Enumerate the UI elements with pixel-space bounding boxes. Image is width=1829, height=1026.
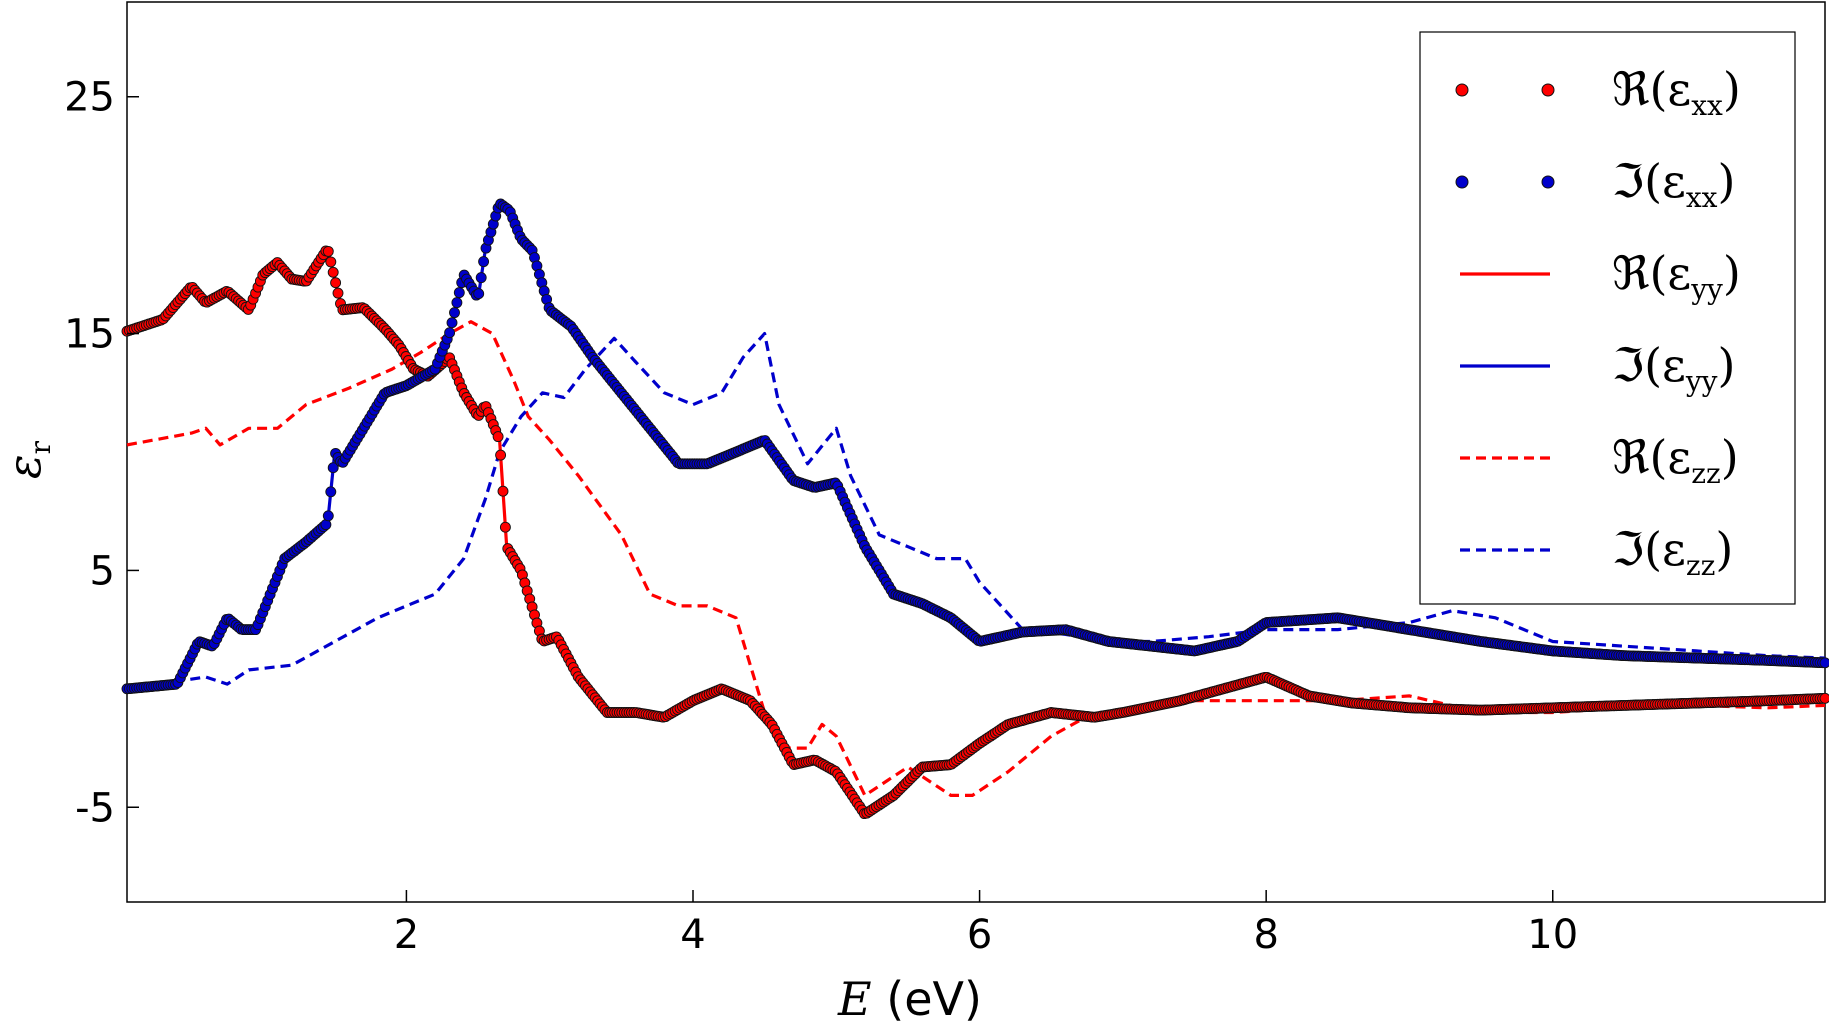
legend-label-main: ℜ(ε (1612, 62, 1691, 116)
legend: ℜ(εxx)ℑ(εxx)ℜ(εyy)ℑ(εyy)ℜ(εzz)ℑ(εzz) (1419, 31, 1796, 605)
legend-marker (1541, 175, 1555, 189)
legend-label-main: ℑ(ε (1612, 338, 1686, 392)
legend-box (1419, 31, 1796, 605)
legend-label-sub: xx (1686, 181, 1718, 214)
legend-entries: ℜ(εxx)ℑ(εxx)ℜ(εyy)ℑ(εyy)ℜ(εzz)ℑ(εzz) (1455, 62, 1741, 582)
y-axis-label-sub: r (24, 440, 57, 454)
data-point (1819, 692, 1829, 704)
legend-label-close: ) (1718, 338, 1736, 392)
data-point (449, 307, 460, 319)
data-point (495, 449, 507, 461)
x-axis-label-var: E (837, 972, 872, 1026)
data-point (327, 266, 339, 278)
legend-entry: ℜ(εzz) (1460, 430, 1739, 490)
data-point (325, 486, 337, 498)
data-point (492, 431, 504, 443)
series-markers-xx-real-markers (121, 245, 1829, 820)
legend-label-sub: yy (1690, 273, 1723, 306)
legend-label-close: ) (1721, 430, 1739, 484)
legend-entry: ℑ(εzz) (1460, 522, 1733, 582)
data-point (1819, 657, 1829, 669)
data-point (330, 277, 342, 289)
ticks-layer: 2 4 6 8 10 -5 5 15 25 (64, 75, 1578, 958)
x-tick-label: 2 (394, 912, 419, 958)
plot-area-frame (126, 1, 1826, 903)
data-point (499, 521, 511, 533)
legend-marker (1541, 83, 1555, 97)
legend-entry: ℜ(εyy) (1460, 246, 1741, 306)
legend-entry: ℑ(εxx) (1455, 154, 1735, 214)
data-point (453, 287, 465, 299)
legend-entry: ℑ(εyy) (1460, 338, 1735, 398)
legend-label-close: ) (1723, 62, 1741, 116)
legend-label-close: ) (1717, 154, 1735, 208)
y-tick-label: 25 (64, 75, 115, 121)
legend-label: ℑ(εxx) (1612, 154, 1735, 214)
x-tick-label: 6 (967, 912, 992, 958)
legend-marker (1455, 83, 1469, 97)
x-axis-label: E (eV) (837, 972, 982, 1026)
x-tick-label: 10 (1527, 912, 1578, 958)
x-axis-label-unit: (eV) (872, 972, 982, 1026)
legend-label-sub: yy (1685, 365, 1718, 398)
legend-label-main: ℑ(ε (1612, 522, 1686, 576)
series-markers-xx-imag-markers (121, 198, 1829, 695)
series-layer (121, 198, 1829, 820)
legend-label-main: ℜ(ε (1612, 430, 1691, 484)
legend-label-sub: xx (1691, 89, 1723, 122)
data-point (322, 245, 334, 257)
legend-label: ℜ(εzz) (1612, 430, 1739, 490)
legend-label-close: ) (1715, 522, 1733, 576)
data-point (473, 288, 485, 300)
data-point (322, 510, 334, 522)
legend-entry: ℜ(εxx) (1455, 62, 1741, 122)
data-point (444, 327, 456, 339)
y-axis-label-group: εr (0, 440, 57, 479)
legend-marker (1455, 175, 1469, 189)
legend-label: ℜ(εyy) (1612, 246, 1741, 306)
y-tick-label: -5 (75, 785, 115, 831)
y-tick-label: 15 (64, 312, 115, 358)
x-tick-label: 8 (1253, 912, 1278, 958)
legend-label: ℑ(εzz) (1612, 522, 1733, 582)
legend-label-sub: zz (1691, 457, 1721, 490)
data-point (451, 297, 463, 309)
data-point (497, 485, 509, 497)
legend-label-main: ℑ(ε (1612, 154, 1686, 208)
data-point (325, 256, 337, 268)
legend-label-main: ℜ(ε (1612, 246, 1691, 300)
y-axis-label: εr (0, 440, 57, 479)
legend-label-close: ) (1723, 246, 1741, 300)
data-point (446, 317, 458, 329)
y-axis-label-var: ε (0, 454, 51, 479)
data-point (327, 462, 339, 474)
y-tick-label: 5 (90, 548, 115, 594)
data-point (478, 256, 490, 268)
legend-label: ℑ(εyy) (1612, 338, 1735, 398)
series-line-zz-imag-dashed (126, 332, 1826, 691)
legend-label: ℜ(εxx) (1612, 62, 1741, 122)
legend-label-sub: zz (1686, 549, 1716, 582)
x-tick-label: 4 (680, 912, 705, 958)
data-point (332, 287, 344, 299)
data-point (475, 272, 487, 284)
